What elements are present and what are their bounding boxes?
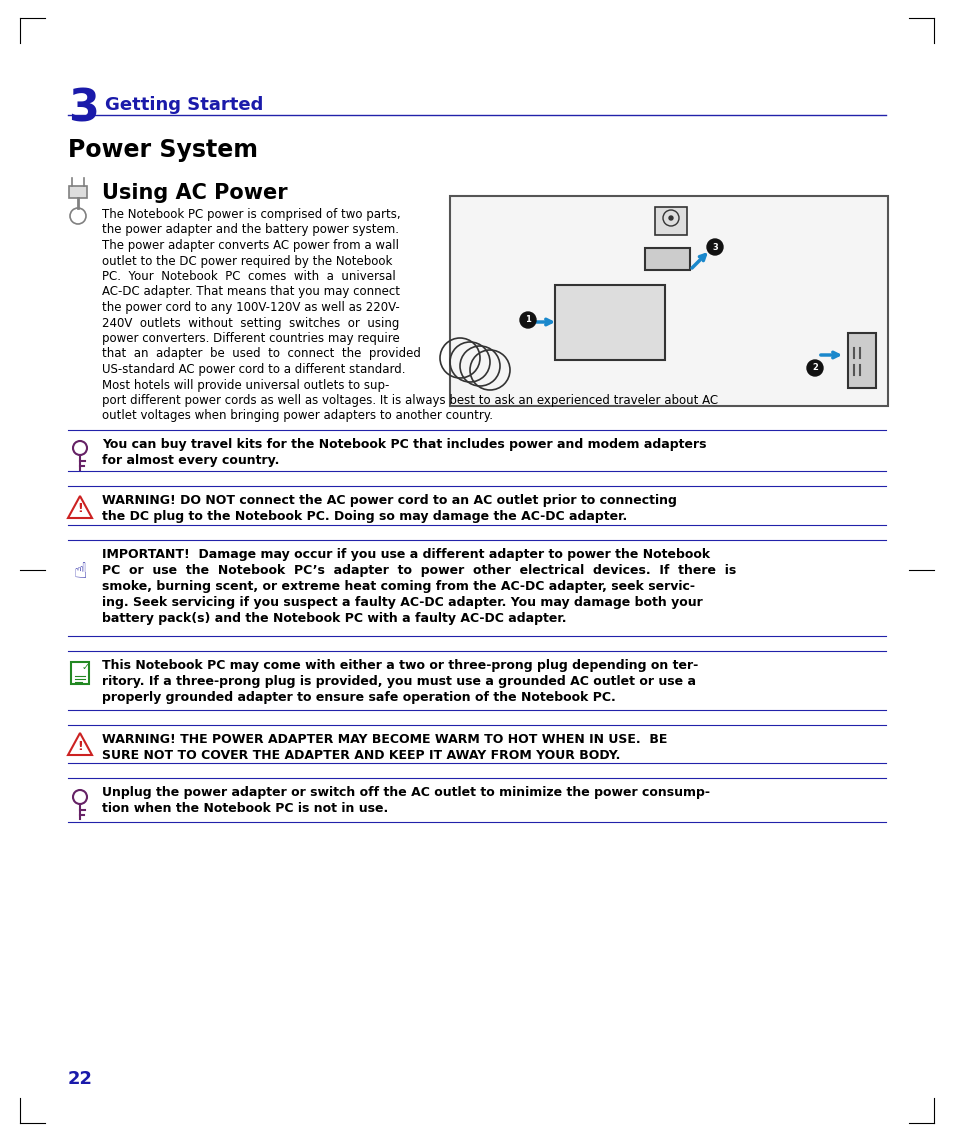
- Circle shape: [519, 311, 536, 327]
- Text: WARNING! DO NOT connect the AC power cord to an AC outlet prior to connecting: WARNING! DO NOT connect the AC power cor…: [102, 494, 677, 507]
- Text: 2: 2: [811, 364, 817, 372]
- Text: 3: 3: [68, 88, 99, 131]
- Bar: [555, 285, 664, 361]
- Text: The power adapter converts AC power from a wall: The power adapter converts AC power from…: [102, 238, 398, 252]
- Text: Unplug the power adapter or switch off the AC outlet to minimize the power consu: Unplug the power adapter or switch off t…: [102, 786, 709, 799]
- Text: for almost every country.: for almost every country.: [102, 454, 279, 467]
- Circle shape: [706, 238, 722, 254]
- Text: WARNING! THE POWER ADAPTER MAY BECOME WARM TO HOT WHEN IN USE.  BE: WARNING! THE POWER ADAPTER MAY BECOME WA…: [102, 733, 667, 746]
- Circle shape: [668, 216, 672, 220]
- Text: 22: 22: [68, 1070, 92, 1089]
- Text: This Notebook PC may come with either a two or three-prong plug depending on ter: This Notebook PC may come with either a …: [102, 659, 698, 672]
- Text: ing. Seek servicing if you suspect a faulty AC-DC adapter. You may damage both y: ing. Seek servicing if you suspect a fau…: [102, 596, 702, 609]
- Bar: [655, 207, 686, 235]
- Text: smoke, burning scent, or extreme heat coming from the AC-DC adapter, seek servic: smoke, burning scent, or extreme heat co…: [102, 580, 695, 593]
- Text: tion when the Notebook PC is not in use.: tion when the Notebook PC is not in use.: [102, 802, 388, 815]
- Text: properly grounded adapter to ensure safe operation of the Notebook PC.: properly grounded adapter to ensure safe…: [102, 691, 615, 704]
- Text: !: !: [77, 502, 83, 516]
- Text: AC-DC adapter. That means that you may connect: AC-DC adapter. That means that you may c…: [102, 285, 399, 299]
- FancyBboxPatch shape: [450, 196, 887, 406]
- Text: ☝: ☝: [73, 563, 87, 582]
- Circle shape: [806, 361, 822, 377]
- Text: Most hotels will provide universal outlets to sup-: Most hotels will provide universal outle…: [102, 379, 389, 391]
- Text: IMPORTANT!  Damage may occur if you use a different adapter to power the Noteboo: IMPORTANT! Damage may occur if you use a…: [102, 548, 709, 561]
- Bar: [69, 186, 87, 199]
- Text: the DC plug to the Notebook PC. Doing so may damage the AC-DC adapter.: the DC plug to the Notebook PC. Doing so…: [102, 510, 626, 523]
- Text: 3: 3: [711, 243, 717, 251]
- Text: ritory. If a three-prong plug is provided, you must use a grounded AC outlet or : ritory. If a three-prong plug is provide…: [102, 675, 696, 688]
- Text: power converters. Different countries may require: power converters. Different countries ma…: [102, 332, 399, 345]
- Text: SURE NOT TO COVER THE ADAPTER AND KEEP IT AWAY FROM YOUR BODY.: SURE NOT TO COVER THE ADAPTER AND KEEP I…: [102, 748, 619, 762]
- Text: the power cord to any 100V-120V as well as 220V-: the power cord to any 100V-120V as well …: [102, 301, 399, 314]
- Text: the power adapter and the battery power system.: the power adapter and the battery power …: [102, 224, 398, 236]
- Text: ✓: ✓: [82, 662, 90, 672]
- Text: 240V  outlets  without  setting  switches  or  using: 240V outlets without setting switches or…: [102, 316, 399, 330]
- Text: 1: 1: [524, 316, 531, 324]
- Text: outlet voltages when bringing power adapters to another country.: outlet voltages when bringing power adap…: [102, 410, 493, 422]
- Text: PC.  Your  Notebook  PC  comes  with  a  universal: PC. Your Notebook PC comes with a univer…: [102, 270, 395, 283]
- Text: The Notebook PC power is comprised of two parts,: The Notebook PC power is comprised of tw…: [102, 208, 400, 221]
- Text: Power System: Power System: [68, 138, 257, 162]
- Bar: [847, 333, 875, 388]
- Text: battery pack(s) and the Notebook PC with a faulty AC-DC adapter.: battery pack(s) and the Notebook PC with…: [102, 612, 566, 625]
- Text: You can buy travel kits for the Notebook PC that includes power and modem adapte: You can buy travel kits for the Notebook…: [102, 438, 706, 451]
- Text: Getting Started: Getting Started: [105, 96, 263, 114]
- Text: outlet to the DC power required by the Notebook: outlet to the DC power required by the N…: [102, 254, 392, 267]
- Text: that  an  adapter  be  used  to  connect  the  provided: that an adapter be used to connect the p…: [102, 348, 420, 361]
- Text: US-standard AC power cord to a different standard.: US-standard AC power cord to a different…: [102, 363, 405, 377]
- Bar: [71, 662, 89, 683]
- Bar: [644, 248, 689, 270]
- Text: Using AC Power: Using AC Power: [102, 183, 287, 203]
- Text: PC  or  use  the  Notebook  PC’s  adapter  to  power  other  electrical  devices: PC or use the Notebook PC’s adapter to p…: [102, 564, 736, 577]
- Text: port different power cords as well as voltages. It is always best to ask an expe: port different power cords as well as vo…: [102, 394, 718, 407]
- Text: !: !: [77, 739, 83, 753]
